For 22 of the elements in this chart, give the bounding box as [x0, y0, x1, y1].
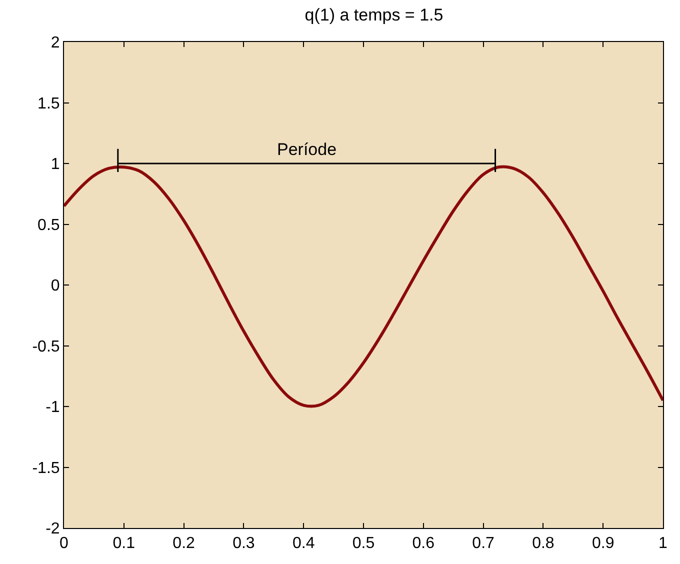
x-tick-label: 0.6	[412, 535, 435, 552]
y-tick-label: -1.5	[32, 460, 60, 477]
y-tick-label: 0.5	[38, 216, 60, 234]
x-tick-label: 0.4	[292, 535, 315, 552]
x-tick-label: 0.8	[532, 535, 554, 552]
x-tick-label: 0.1	[112, 535, 136, 552]
y-tick-label: 0	[50, 278, 60, 295]
y-tick-label: -0.5	[32, 338, 60, 356]
x-tick-label: 1	[658, 535, 668, 552]
annotation: Període	[277, 140, 337, 159]
y-tick-label: -1	[46, 399, 60, 416]
x-tick-label: 0.3	[232, 535, 255, 552]
chart-title: q(1) a temps = 1.5	[304, 5, 444, 24]
y-tick-label: -2	[46, 520, 60, 538]
x-tick-label: 0.7	[472, 535, 495, 552]
y-tick-label: 2	[50, 34, 60, 52]
x-tick-label: 0.5	[352, 535, 375, 552]
x-tick-label: 0.2	[172, 535, 196, 552]
y-tick-label: 1.5	[38, 95, 60, 112]
y-tick-label: 1	[50, 156, 60, 174]
line-series	[64, 165, 663, 408]
x-tick-label: 0.9	[592, 535, 614, 552]
